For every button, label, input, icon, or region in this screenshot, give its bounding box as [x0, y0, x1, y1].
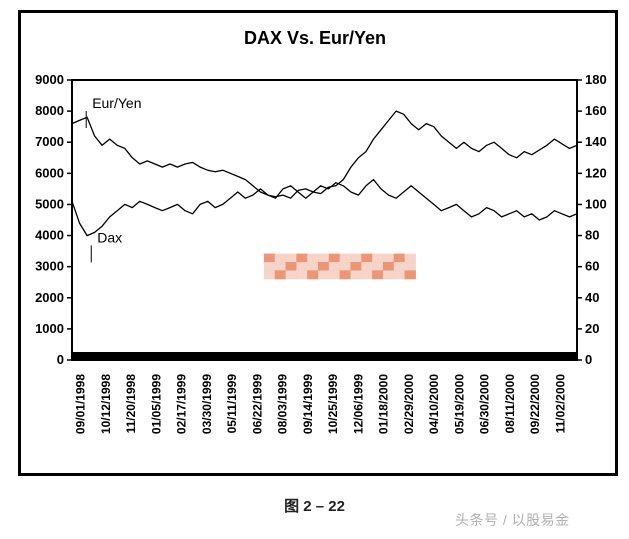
- svg-text:11/20/1998: 11/20/1998: [124, 374, 138, 434]
- svg-text:DAX Vs. Eur/Yen: DAX Vs. Eur/Yen: [244, 28, 386, 48]
- svg-text:160: 160: [585, 103, 607, 118]
- svg-text:08/03/1999: 08/03/1999: [276, 374, 290, 434]
- svg-text:8000: 8000: [35, 103, 64, 118]
- svg-text:60: 60: [585, 259, 599, 274]
- svg-text:06/30/2000: 06/30/2000: [478, 374, 492, 434]
- svg-text:20: 20: [585, 321, 599, 336]
- svg-text:80: 80: [585, 228, 599, 243]
- svg-text:140: 140: [585, 134, 607, 149]
- svg-text:09/01/1998: 09/01/1998: [74, 374, 88, 434]
- svg-text:12/06/1999: 12/06/1999: [351, 374, 365, 434]
- svg-text:11/02/2000: 11/02/2000: [553, 374, 567, 434]
- svg-text:2000: 2000: [35, 290, 64, 305]
- svg-text:02/29/2000: 02/29/2000: [402, 374, 416, 434]
- svg-text:08/11/2000: 08/11/2000: [503, 374, 517, 434]
- svg-text:06/22/1999: 06/22/1999: [250, 374, 264, 434]
- svg-text:3000: 3000: [35, 259, 64, 274]
- svg-text:02/17/1999: 02/17/1999: [175, 374, 189, 434]
- svg-text:03/30/1999: 03/30/1999: [200, 374, 214, 434]
- svg-text:7000: 7000: [35, 134, 64, 149]
- watermark-text: 头条号 / 以股易金: [455, 510, 570, 530]
- svg-text:120: 120: [585, 165, 607, 180]
- svg-text:0: 0: [57, 352, 64, 367]
- svg-text:4000: 4000: [35, 228, 64, 243]
- svg-text:0: 0: [585, 352, 592, 367]
- svg-text:5000: 5000: [35, 196, 64, 211]
- svg-text:09/22/2000: 09/22/2000: [528, 374, 542, 434]
- svg-text:9000: 9000: [35, 72, 64, 87]
- svg-text:1000: 1000: [35, 321, 64, 336]
- svg-text:01/05/1999: 01/05/1999: [149, 374, 163, 434]
- svg-text:Dax: Dax: [97, 229, 122, 245]
- svg-text:6000: 6000: [35, 165, 64, 180]
- svg-text:01/18/2000: 01/18/2000: [377, 374, 391, 434]
- svg-text:Eur/Yen: Eur/Yen: [92, 95, 141, 111]
- svg-text:09/14/1999: 09/14/1999: [301, 374, 315, 434]
- svg-text:180: 180: [585, 72, 607, 87]
- svg-text:05/11/1999: 05/11/1999: [225, 374, 239, 434]
- chart-canvas: DAX Vs. Eur/Yen0100020003000400050006000…: [0, 0, 629, 539]
- svg-text:10/12/1998: 10/12/1998: [99, 374, 113, 434]
- svg-text:40: 40: [585, 290, 599, 305]
- svg-text:100: 100: [585, 196, 607, 211]
- svg-text:04/10/2000: 04/10/2000: [427, 374, 441, 434]
- svg-text:10/25/1999: 10/25/1999: [326, 374, 340, 434]
- svg-text:05/19/2000: 05/19/2000: [452, 374, 466, 434]
